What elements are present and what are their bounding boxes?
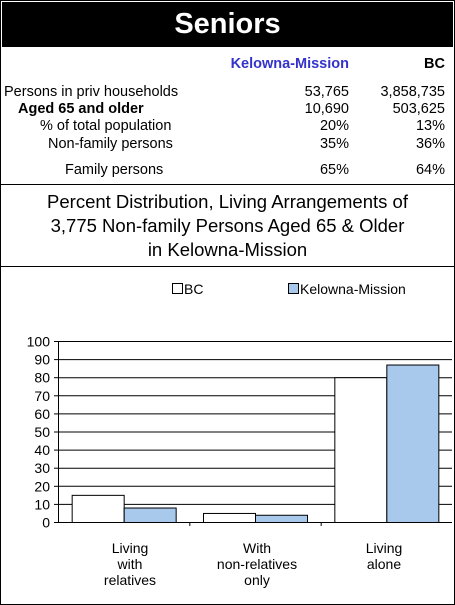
- table-row: Family persons 65% 64%: [0, 162, 455, 179]
- y-tick-label: 90: [34, 352, 50, 368]
- divider: [0, 184, 455, 185]
- chart-title-line: 3,775 Non-family Persons Aged 65 & Older: [50, 215, 405, 236]
- legend-item-kelowna-mission: Kelowna-Mission: [288, 281, 406, 297]
- y-tick-label: 10: [34, 496, 50, 512]
- column-header-kelowna-mission: Kelowna-Mission: [230, 56, 349, 72]
- table-row: Non-family persons 35% 36%: [0, 136, 455, 153]
- value-kelowna-mission: 65%: [319, 162, 349, 178]
- value-kelowna-mission: 10,690: [304, 101, 349, 117]
- row-label: Non-family persons: [48, 136, 173, 152]
- value-kelowna-mission: 20%: [319, 118, 349, 134]
- chart-title: Percent Distribution, Living Arrangement…: [0, 190, 455, 262]
- legend-item-bc: BC: [172, 281, 203, 297]
- bar-kelowna-mission: [386, 364, 440, 523]
- y-tick-label: 20: [34, 478, 50, 494]
- legend-label: Kelowna-Mission: [300, 281, 406, 297]
- row-label: Family persons: [65, 162, 164, 178]
- column-header-bc: BC: [424, 56, 445, 72]
- table-row: Persons in priv households 53,765 3,858,…: [0, 84, 455, 101]
- value-bc: 13%: [415, 118, 445, 134]
- bar-kelowna-mission: [123, 507, 177, 523]
- x-tick-label: Living alone: [365, 540, 403, 572]
- value-bc: 3,858,735: [380, 84, 445, 100]
- bar-bc: [71, 494, 125, 524]
- legend-swatch: [288, 283, 299, 294]
- y-tick-label: 70: [34, 388, 50, 404]
- value-kelowna-mission: 35%: [319, 136, 349, 152]
- x-tick-label: With non-relatives only: [216, 540, 298, 588]
- bar-bc: [334, 377, 388, 524]
- x-tick-label: Living with relatives: [103, 540, 157, 588]
- value-bc: 36%: [415, 136, 445, 152]
- y-tick-label: 100: [27, 334, 51, 350]
- divider: [0, 266, 455, 267]
- y-tick-label: 60: [34, 406, 50, 422]
- chart-title-line: Percent Distribution, Living Arrangement…: [47, 191, 408, 212]
- page-title: Seniors: [2, 2, 453, 47]
- value-bc: 64%: [415, 162, 445, 178]
- y-tick-label: 80: [34, 370, 50, 386]
- y-tick-label: 0: [42, 515, 50, 531]
- table-row: Aged 65 and older 10,690 503,625: [0, 101, 455, 118]
- legend-label: BC: [184, 281, 204, 297]
- bar-bc: [203, 512, 256, 524]
- row-label: Aged 65 and older: [18, 101, 144, 117]
- row-label: Persons in priv households: [4, 84, 179, 100]
- legend-swatch: [172, 283, 183, 294]
- y-tick-label: 40: [34, 442, 50, 458]
- table-row: % of total population 20% 13%: [0, 118, 455, 135]
- value-kelowna-mission: 53,765: [304, 84, 349, 100]
- y-tick-label: 50: [34, 424, 50, 440]
- y-tick-label: 30: [34, 460, 50, 476]
- bar-kelowna-mission: [255, 514, 308, 524]
- row-label: % of total population: [40, 118, 172, 134]
- value-bc: 503,625: [392, 101, 445, 117]
- chart-title-line: in Kelowna-Mission: [147, 239, 308, 260]
